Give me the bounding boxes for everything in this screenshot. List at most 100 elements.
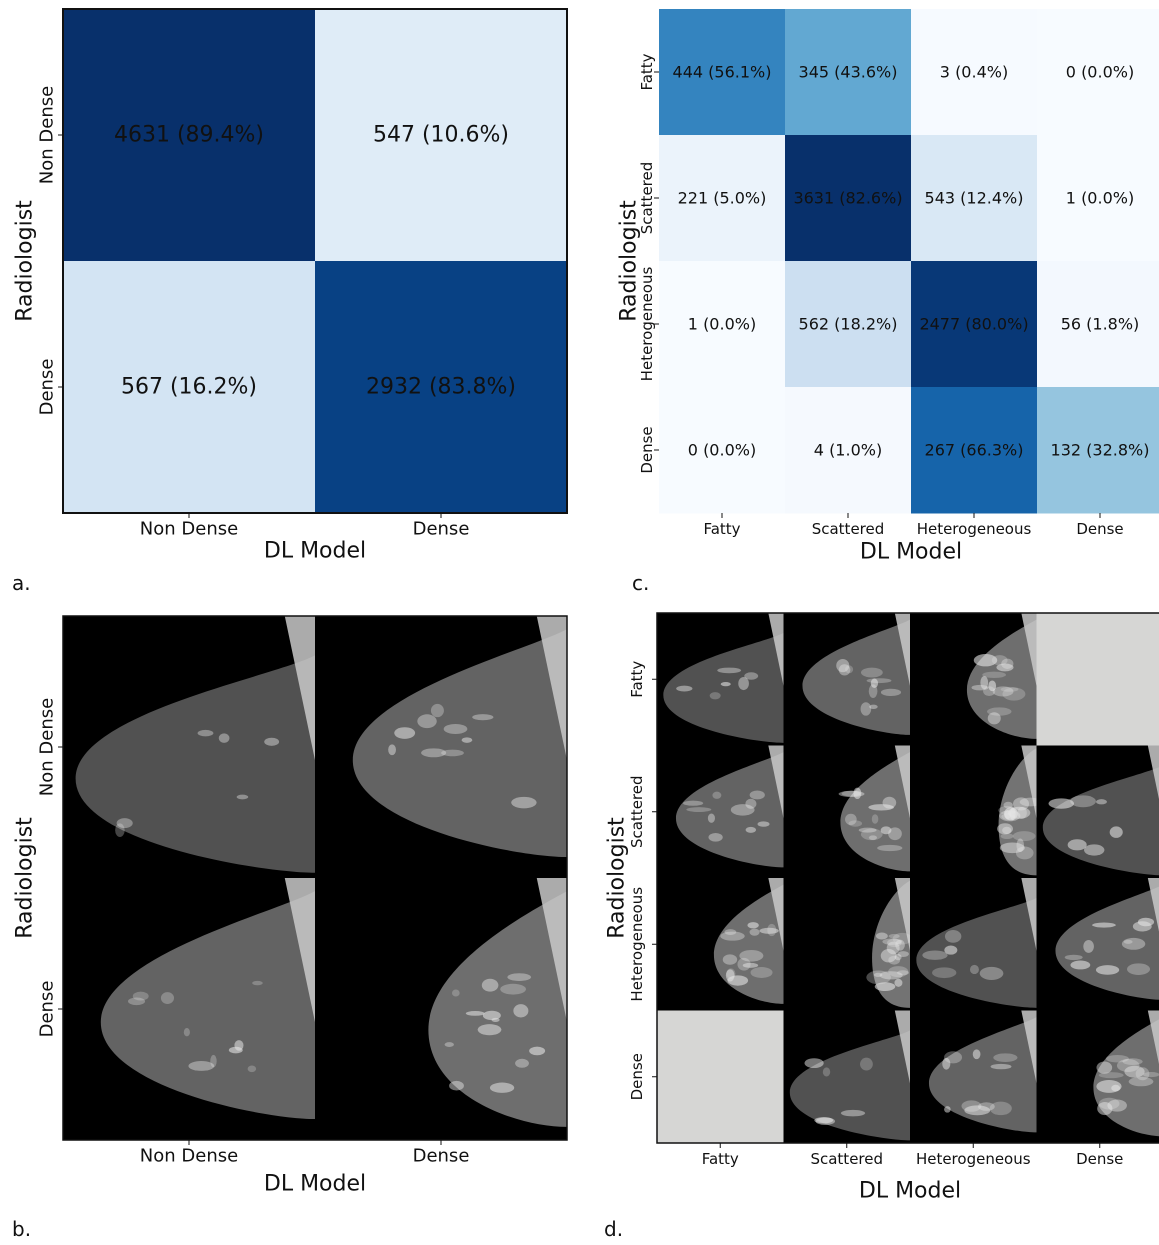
heatmap-cell: [1037, 387, 1159, 514]
cell-label: 345 (43.6%): [799, 63, 898, 82]
breast-shape: [352, 629, 567, 858]
empty-image-cell: [657, 1010, 784, 1143]
tissue-texture: [845, 665, 854, 674]
tissue-texture: [980, 675, 989, 690]
tissue-texture: [882, 938, 902, 945]
y-tick-label: Heterogeneous: [628, 887, 646, 1002]
tissue-texture: [183, 1028, 190, 1037]
tissue-texture: [1016, 838, 1025, 853]
cell-label: 562 (18.2%): [799, 315, 898, 334]
pectoral-muscle: [1021, 745, 1037, 819]
tissue-texture: [236, 794, 249, 800]
tissue-texture: [873, 972, 883, 978]
pectoral-muscle: [1021, 613, 1037, 686]
tissue-texture: [724, 929, 737, 935]
cell-label: 56 (1.8%): [1061, 315, 1140, 334]
tissue-texture: [860, 1057, 873, 1071]
tissue-texture: [1137, 917, 1155, 927]
tissue-texture: [1002, 826, 1012, 834]
y-tick-label: Dense: [37, 981, 58, 1038]
x-tick-label: Dense: [1076, 520, 1123, 538]
tissue-texture: [897, 951, 909, 957]
tissue-texture: [871, 814, 879, 824]
tissue-texture: [443, 723, 468, 734]
tissue-texture: [879, 971, 903, 980]
tissue-texture: [515, 1058, 529, 1068]
tissue-texture: [838, 664, 851, 676]
tissue-texture: [529, 1046, 546, 1056]
tissue-texture: [944, 945, 958, 955]
tissue-texture: [860, 667, 883, 678]
tissue-texture: [757, 821, 770, 827]
heatmap-cell: [911, 9, 1038, 136]
tissue-texture: [472, 714, 494, 721]
heatmap-cell: [659, 135, 786, 262]
tissue-texture: [745, 826, 757, 833]
empty-image-cell: [1036, 613, 1159, 746]
cell-label: 2932 (83.8%): [366, 375, 516, 400]
tissue-texture: [804, 1058, 824, 1069]
tissue-texture: [1109, 826, 1123, 838]
heatmap-cell: [785, 387, 912, 514]
tissue-texture: [979, 966, 1004, 980]
x-tick-label: Scattered: [810, 1150, 883, 1168]
tissue-texture: [840, 1109, 866, 1117]
tissue-texture: [887, 938, 902, 948]
pectoral-muscle: [1147, 1010, 1159, 1065]
tissue-texture: [1124, 1065, 1145, 1078]
tissue-texture: [686, 807, 712, 812]
cell-label: 547 (10.6%): [373, 123, 509, 148]
tissue-texture: [972, 1049, 981, 1060]
tissue-texture: [116, 818, 133, 829]
tissue-texture: [720, 682, 731, 687]
tissue-texture: [1098, 1072, 1124, 1079]
tissue-texture: [1096, 1061, 1113, 1074]
tissue-texture: [465, 1010, 485, 1016]
tissue-texture: [894, 978, 903, 987]
x-tick-label: Dense: [1076, 1150, 1123, 1168]
tissue-texture: [996, 663, 1014, 672]
breast-shape: [663, 632, 784, 743]
pectoral-muscle: [768, 613, 784, 686]
tissue-texture: [500, 983, 527, 995]
tissue-texture: [417, 714, 437, 729]
tissue-texture: [1064, 954, 1083, 961]
tissue-texture: [888, 966, 909, 978]
tissue-texture: [888, 934, 900, 939]
cell-label: 0 (0.0%): [688, 441, 756, 460]
tissue-texture: [892, 932, 913, 945]
tissue-texture: [1001, 813, 1015, 820]
heatmap-cell: [785, 135, 912, 262]
tissue-texture: [1127, 963, 1151, 976]
tissue-texture: [987, 712, 1001, 725]
pectoral-muscle: [536, 878, 567, 1023]
pectoral-muscle: [894, 878, 910, 951]
pectoral-muscle: [768, 878, 784, 951]
tissue-texture: [749, 790, 765, 800]
y-tick-label: Fatty: [638, 53, 656, 90]
y-axis-label: Radiologist: [13, 817, 38, 939]
pectoral-muscle: [894, 1010, 910, 1084]
y-tick-label: Non Dense: [37, 86, 58, 184]
pectoral-muscle: [894, 613, 910, 686]
x-tick-label: Fatty: [702, 1150, 739, 1168]
tissue-texture: [1135, 1067, 1150, 1081]
heatmap-cell: [785, 261, 912, 388]
cell-label: 132 (32.8%): [1051, 441, 1150, 460]
tissue-texture: [836, 658, 850, 673]
tissue-texture: [717, 667, 742, 674]
tissue-texture: [1128, 1076, 1154, 1087]
tissue-texture: [845, 813, 857, 826]
pectoral-muscle: [894, 745, 910, 819]
tissue-texture: [999, 842, 1025, 854]
tissue-texture: [1002, 687, 1026, 701]
y-tick-label: Scattered: [638, 162, 656, 235]
tissue-texture: [1048, 798, 1075, 809]
tissue-texture: [481, 978, 499, 992]
tissue-texture: [739, 949, 764, 962]
breast-shape: [966, 619, 1037, 739]
tissue-texture: [707, 813, 715, 823]
tissue-texture: [507, 973, 532, 981]
tissue-texture: [388, 744, 396, 756]
